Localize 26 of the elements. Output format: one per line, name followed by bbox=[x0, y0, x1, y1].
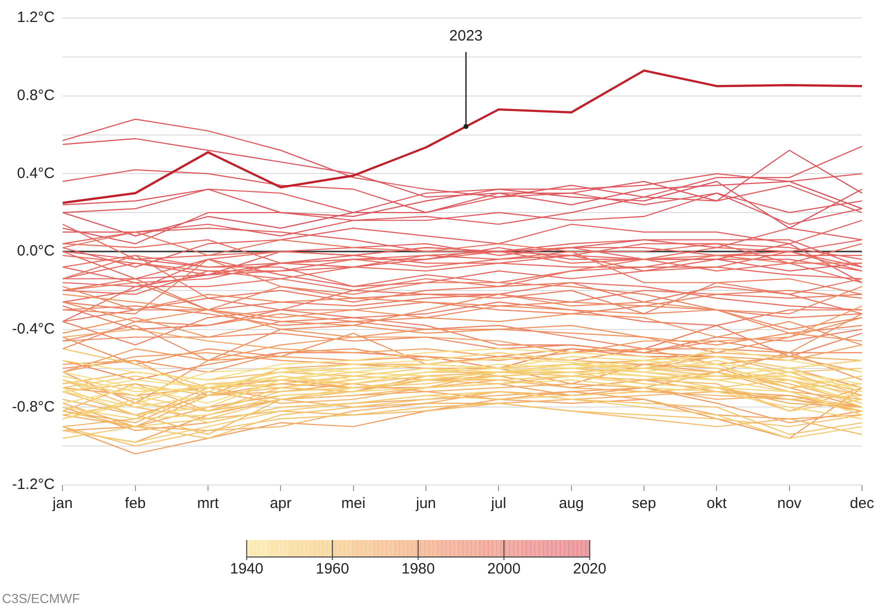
color-bar-label: 1980 bbox=[401, 560, 435, 578]
x-tick-label: dec bbox=[850, 495, 875, 512]
x-tick-label: jun bbox=[414, 495, 436, 512]
x-tick-label: mei bbox=[341, 495, 366, 512]
y-tick-label: -0.8°C bbox=[12, 398, 55, 416]
x-tick-label: aug bbox=[558, 495, 584, 512]
x-tick-label: jan bbox=[52, 495, 73, 512]
x-tick-label: jul bbox=[490, 495, 506, 512]
text: C3S/ECMWF bbox=[2, 591, 80, 606]
y-tick-label: 1.2°C bbox=[16, 9, 55, 26]
y-tick-label: 0.4°C bbox=[16, 164, 55, 182]
x-tick-label: sep bbox=[632, 495, 656, 512]
y-tick-label: -0.4°C bbox=[12, 320, 55, 338]
y-tick-label: 0.8°C bbox=[16, 86, 55, 104]
x-tick-label: apr bbox=[270, 495, 292, 512]
x-tick-label: okt bbox=[706, 495, 728, 512]
text: 2023 bbox=[449, 28, 483, 45]
color-bar-label: 1940 bbox=[230, 560, 264, 578]
color-bar-label: 2020 bbox=[572, 560, 606, 578]
x-tick-label: nov bbox=[777, 495, 802, 512]
y-tick-label: -1.2°C bbox=[12, 476, 55, 494]
x-tick-label: feb bbox=[124, 495, 146, 512]
x-tick-label: mrt bbox=[197, 495, 220, 512]
color-bar-label: 2000 bbox=[487, 560, 521, 578]
y-tick-label: 0.0°C bbox=[16, 242, 55, 260]
color-bar-label: 1960 bbox=[316, 560, 350, 578]
